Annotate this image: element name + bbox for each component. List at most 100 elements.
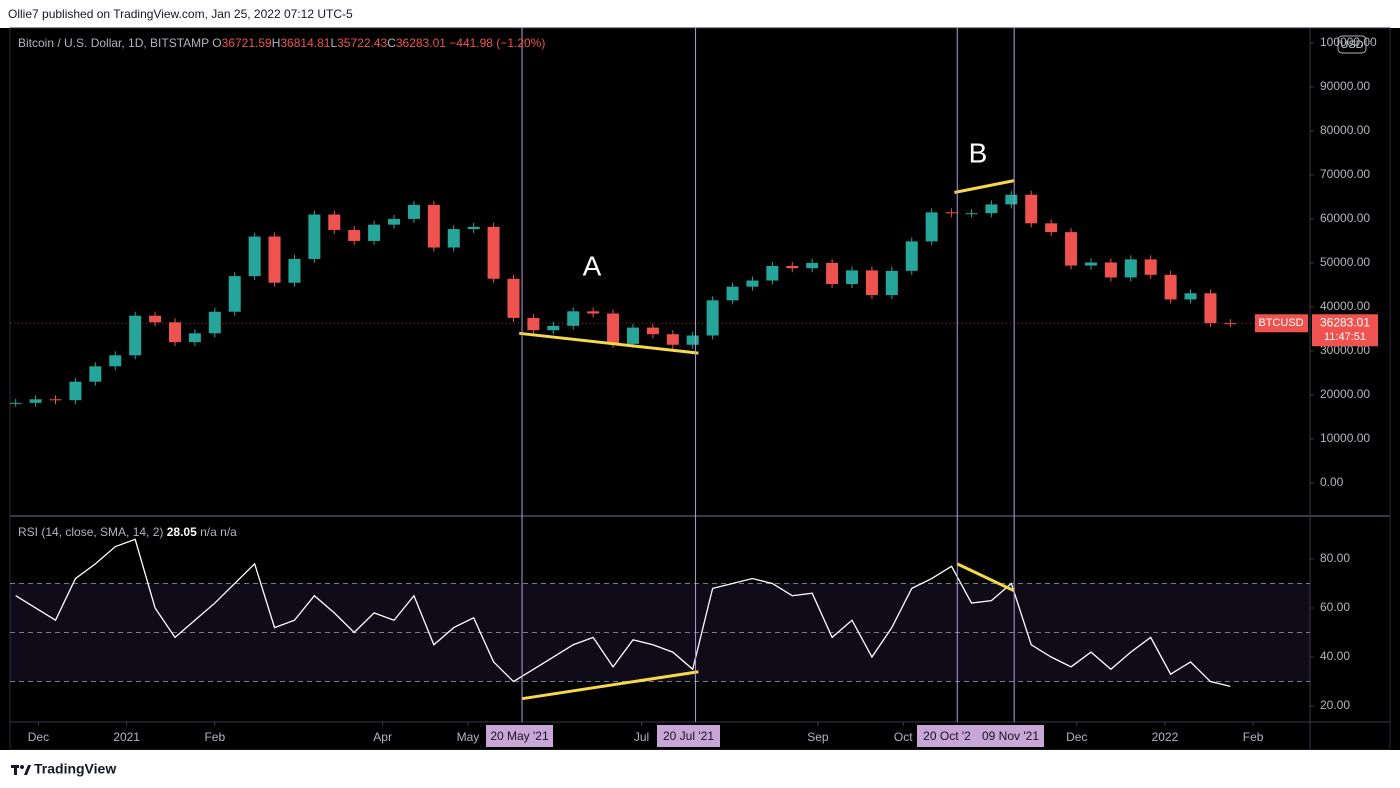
marker-box: [917, 725, 977, 747]
symbol-tag-label: BTCUSD: [1258, 317, 1303, 329]
candle-body: [89, 366, 102, 382]
candle-body: [1084, 262, 1097, 266]
candle-body: [1104, 262, 1117, 278]
candle-body: [109, 355, 122, 367]
ohlc-value: 36721.59: [221, 36, 272, 50]
candle-body: [1204, 293, 1217, 324]
ohlc-label: O: [212, 36, 222, 50]
currency-badge[interactable]: [1337, 35, 1367, 54]
x-tick-label: Jul: [634, 730, 649, 744]
price-legend: Bitcoin / U.S. Dollar, 1D, BITSTAMP O367…: [18, 36, 545, 50]
marker-label: 20 Oct '2: [923, 729, 971, 743]
candle-body: [786, 266, 799, 269]
rsi-legend: RSI (14, close, SMA, 14, 2) 28.05 n/a n/…: [18, 525, 237, 539]
x-tick-label: Feb: [1243, 730, 1264, 744]
x-tick-label: 2021: [113, 730, 140, 744]
price-tag-label: 36283.01: [1320, 315, 1370, 329]
y-tick-label: 80.00: [1320, 551, 1350, 565]
trendline: [956, 562, 1015, 593]
marker-label: 09 Nov '21: [982, 729, 1039, 743]
candle-body: [168, 322, 181, 343]
candle-body: [388, 218, 401, 225]
annotation: B: [969, 137, 988, 168]
y-tick-label: 40.00: [1320, 649, 1350, 663]
marker-label: 20 May '21: [490, 729, 549, 743]
y-tick-label: 80000.00: [1320, 123, 1370, 137]
candle-body: [208, 311, 221, 334]
candle-body: [248, 236, 261, 277]
candle-body: [1184, 293, 1197, 300]
ohlc-value: 36814.81: [280, 36, 331, 50]
candle-body: [69, 381, 82, 401]
candle-body: [328, 214, 341, 230]
ohlc-label: L: [330, 36, 338, 50]
candle-body: [567, 311, 580, 326]
trendline: [521, 670, 699, 701]
rsi-line: [15, 538, 1231, 687]
change: −441.98 (−1.20%): [449, 36, 546, 50]
candle-body: [268, 236, 281, 283]
rsi-na: n/a: [220, 525, 237, 539]
candle-body: [9, 402, 22, 404]
candle-body: [666, 334, 679, 345]
candle-body: [985, 204, 998, 214]
candle-body: [228, 276, 241, 312]
candle-body: [29, 399, 42, 403]
candle-body: [368, 224, 381, 241]
y-tick-label: 20.00: [1320, 698, 1350, 712]
candle-body: [806, 262, 819, 269]
marker-box: [977, 725, 1044, 747]
candle-body: [407, 204, 420, 219]
candle-body: [905, 241, 918, 271]
x-tick-label: 2022: [1152, 730, 1179, 744]
candle-body: [49, 399, 62, 401]
candle-body: [646, 327, 659, 335]
currency: USD: [1340, 39, 1363, 51]
marker-box: [657, 725, 720, 747]
candle-body: [587, 311, 600, 314]
candle-body: [1144, 259, 1157, 275]
y-tick-label: 60.00: [1320, 600, 1350, 614]
candle-body: [507, 278, 520, 318]
chart-bg: [0, 28, 1400, 750]
candle-body: [467, 226, 480, 230]
rsi-title: RSI (14, close, SMA, 14, 2): [18, 525, 164, 539]
candle-body: [865, 270, 878, 296]
trendline: [519, 331, 699, 355]
candle-body: [129, 315, 142, 356]
rsi-na: n/a: [200, 525, 217, 539]
candle-body: [288, 258, 301, 283]
candle-body: [149, 315, 162, 323]
candle-body: [527, 317, 540, 331]
candle-body: [965, 213, 978, 215]
publisher: Ollie7 published on TradingView.com, Jan…: [8, 7, 353, 21]
candle-body: [885, 270, 898, 296]
candle-body: [726, 286, 739, 301]
candle-body: [925, 212, 938, 242]
footer: [0, 750, 1400, 788]
ohlc-label: C: [387, 36, 396, 50]
rsi-value: 28.05: [166, 525, 197, 539]
marker-box: [486, 725, 553, 747]
symbol-tag: [1255, 314, 1308, 333]
brand: TradingView: [34, 761, 116, 777]
candle-body: [626, 327, 639, 344]
countdown: 11:47:51: [1324, 331, 1366, 343]
candle-body: [826, 262, 839, 285]
candle-body: [1025, 194, 1038, 224]
candle-body: [1005, 194, 1018, 205]
ohlc-value: 35722.43: [337, 36, 388, 50]
candle-body: [1065, 232, 1078, 266]
candle-body: [308, 214, 321, 259]
ohlc-label: H: [271, 36, 281, 50]
y-tick-label: 40000.00: [1320, 299, 1370, 313]
x-tick-label: Dec: [28, 730, 49, 744]
symbol-title: Bitcoin / U.S. Dollar, 1D, BITSTAMP: [18, 36, 209, 50]
x-tick-label: Feb: [204, 730, 225, 744]
y-tick-label: 0.00: [1320, 475, 1344, 489]
candle-body: [348, 229, 361, 241]
x-tick-label: Sep: [807, 730, 829, 744]
candle-body: [1045, 223, 1058, 233]
